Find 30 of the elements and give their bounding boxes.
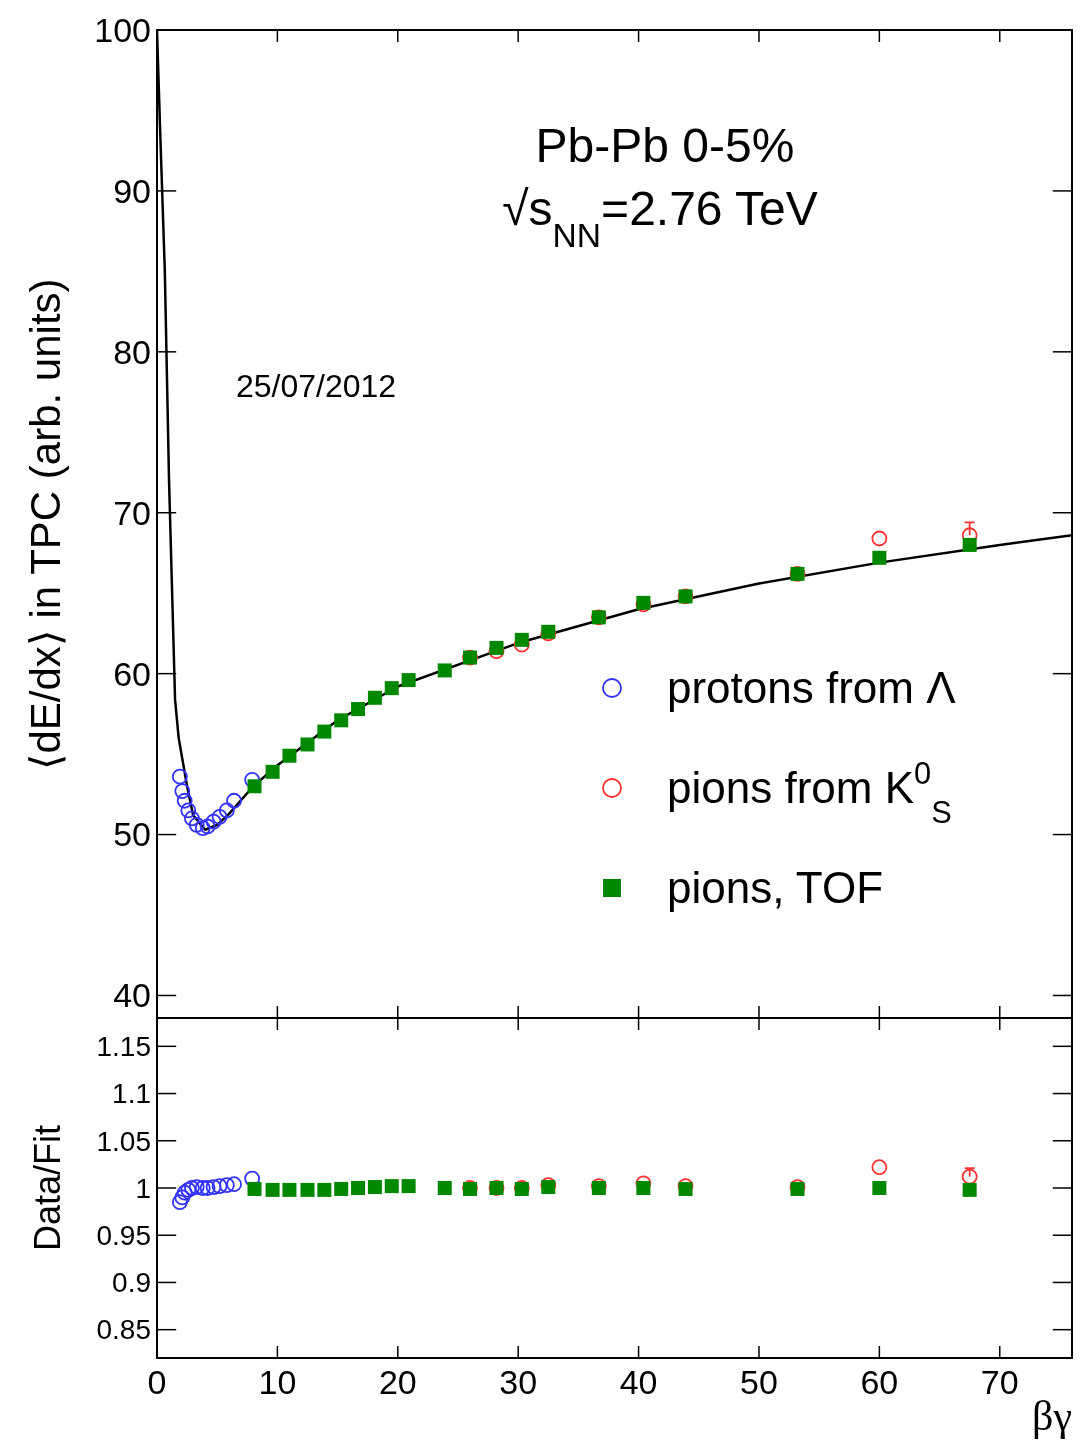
x-tick-label: 20 xyxy=(378,1363,417,1401)
x-tick-label: 30 xyxy=(499,1363,538,1401)
x-axis-title: βγ xyxy=(1032,1393,1072,1439)
x-tick-label: 0 xyxy=(147,1363,167,1401)
legend-label: pions, TOF xyxy=(667,863,884,913)
y-tick-label: 80 xyxy=(113,332,151,371)
annotation: √s$_{NN}$=2.76 TeV xyxy=(502,182,818,254)
y-tick-label: 0.9 xyxy=(112,1267,151,1299)
y-tick-label: 1.05 xyxy=(96,1125,151,1157)
legend-label: protons from Λ xyxy=(667,663,957,713)
y-tick-label: 40 xyxy=(113,976,151,1015)
annotation: 25/07/2012 xyxy=(235,368,397,404)
y-tick-label: 50 xyxy=(113,815,151,854)
y-tick-label: 0.85 xyxy=(96,1314,151,1346)
x-tick-label: 10 xyxy=(258,1363,297,1401)
y-axis-title: ⟨dE/dx⟩ in TPC (arb. units) xyxy=(22,278,69,770)
y-tick-label: 60 xyxy=(113,654,151,693)
y-tick-label: 1 xyxy=(135,1172,151,1204)
y-tick-label: 0.95 xyxy=(96,1220,151,1252)
y-tick-label: 100 xyxy=(94,10,151,49)
x-tick-label: 70 xyxy=(980,1363,1019,1401)
x-tick-label: 60 xyxy=(860,1363,899,1401)
y-tick-label: 70 xyxy=(113,493,151,532)
x-tick-label: 40 xyxy=(619,1363,658,1401)
annotation: Pb-Pb 0-5% xyxy=(535,119,795,172)
y-tick-label: 1.1 xyxy=(112,1078,151,1110)
y-axis-title: Data/Fit xyxy=(27,1124,68,1252)
y-tick-label: 90 xyxy=(113,171,151,210)
y-tick-label: 1.15 xyxy=(96,1031,151,1063)
x-tick-label: 50 xyxy=(740,1363,778,1401)
